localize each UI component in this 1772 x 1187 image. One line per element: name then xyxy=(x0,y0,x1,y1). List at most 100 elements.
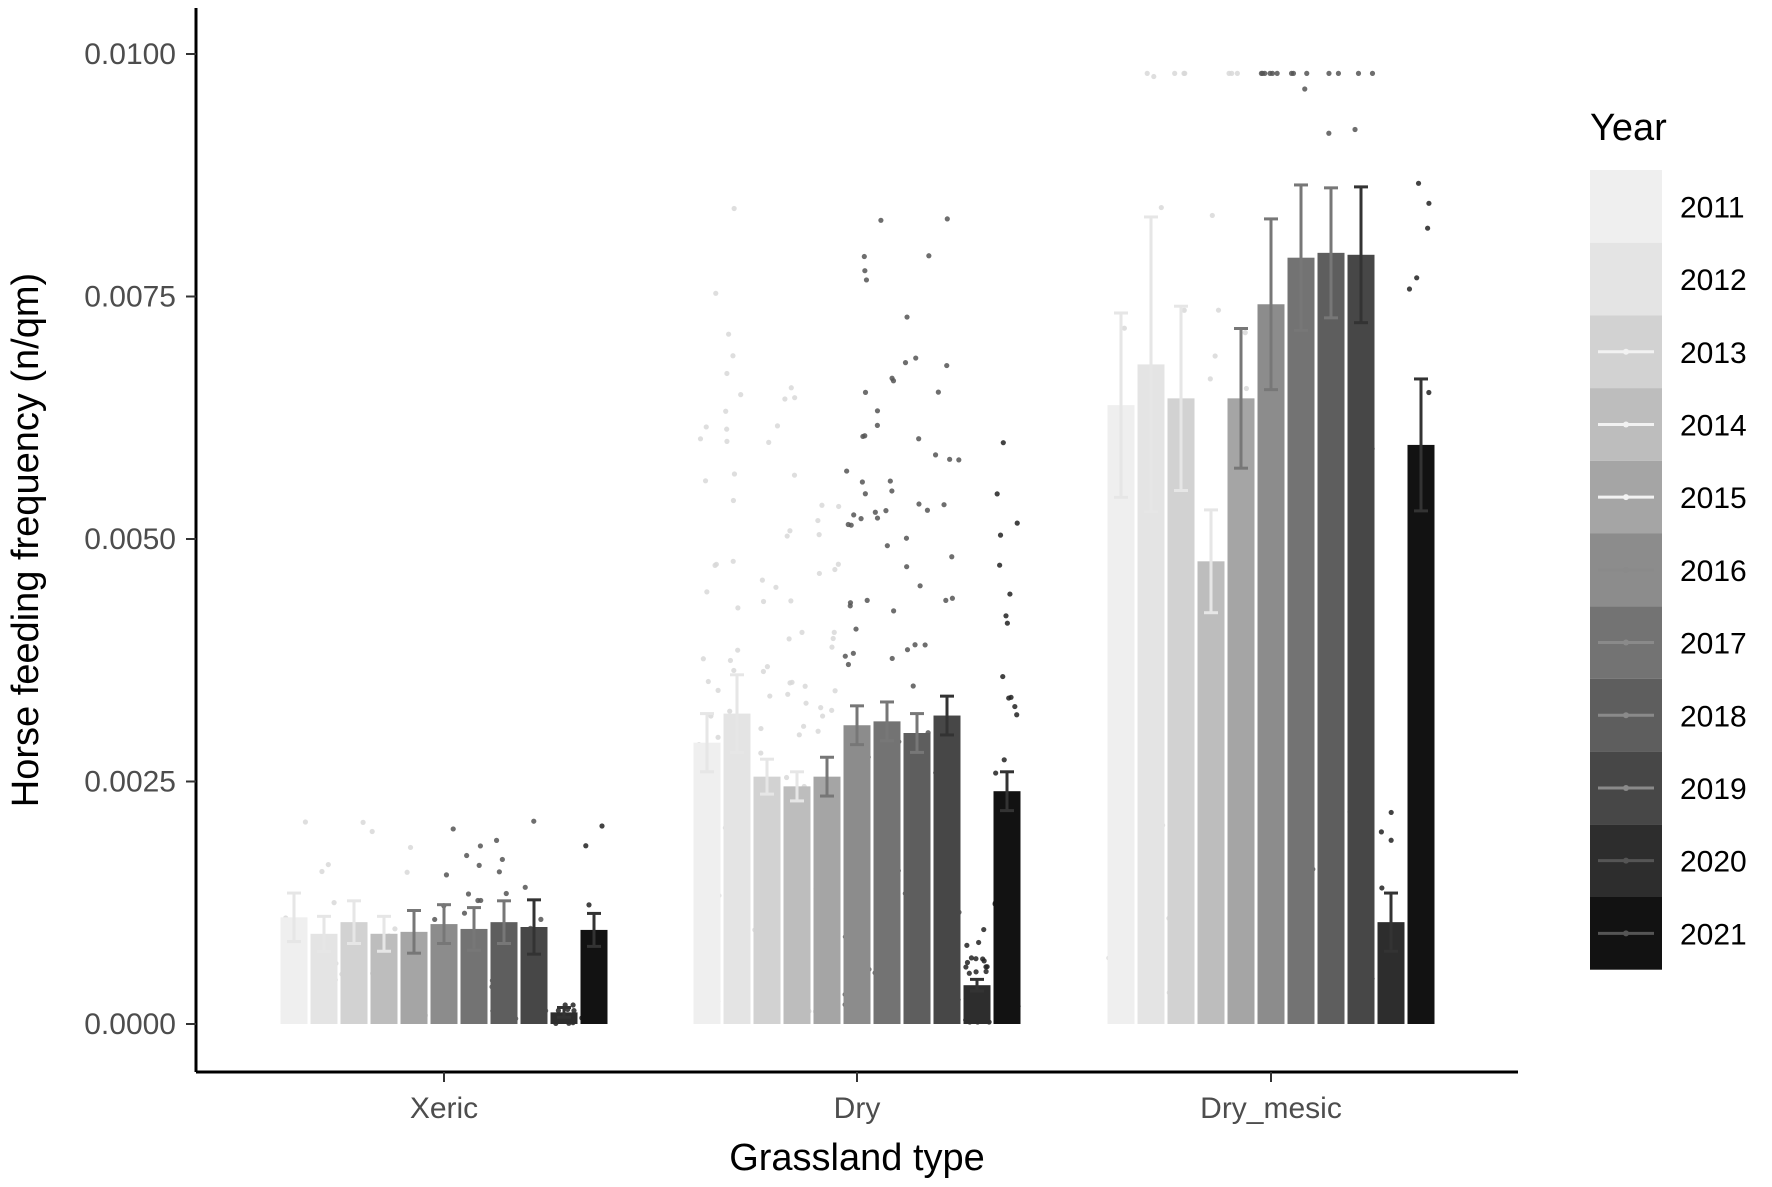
data-point xyxy=(760,598,767,605)
legend-label-2013: 2013 xyxy=(1680,337,1747,370)
data-point xyxy=(964,959,971,966)
bar-dry-2013 xyxy=(753,776,781,1024)
data-point xyxy=(767,693,773,699)
bar-dry-2017 xyxy=(873,721,901,1024)
data-point xyxy=(465,891,472,897)
legend-label-2017: 2017 xyxy=(1680,628,1747,661)
data-point xyxy=(976,939,982,946)
data-point xyxy=(816,570,822,577)
bar-dry-2015 xyxy=(813,776,841,1024)
data-point xyxy=(727,657,734,664)
data-point xyxy=(555,1007,561,1014)
data-point xyxy=(1012,703,1018,710)
bar-dry_mesic-2016 xyxy=(1257,304,1285,1024)
data-point xyxy=(924,507,931,513)
data-point xyxy=(443,872,450,878)
data-point xyxy=(725,331,732,337)
data-point xyxy=(319,868,325,875)
data-point xyxy=(922,642,928,648)
data-point xyxy=(1226,70,1232,76)
data-point xyxy=(764,664,771,670)
data-point xyxy=(712,562,718,568)
legend-point xyxy=(1623,494,1629,501)
data-point xyxy=(884,543,890,549)
data-point xyxy=(819,713,826,719)
data-point xyxy=(916,501,922,507)
data-point xyxy=(935,389,941,395)
data-point xyxy=(832,688,838,694)
legend-title: Year xyxy=(1590,107,1667,149)
data-point xyxy=(904,647,911,653)
legend-label-2018: 2018 xyxy=(1680,700,1747,733)
data-point xyxy=(360,819,366,825)
y-tick-label: 0.0075 xyxy=(84,281,176,314)
data-point xyxy=(1258,70,1264,76)
data-point xyxy=(973,969,979,975)
legend: Year 20112012201320142015201620172018201… xyxy=(1590,107,1747,970)
data-point xyxy=(1182,70,1188,76)
data-point xyxy=(499,856,505,863)
data-point xyxy=(889,655,895,662)
bar-dry-2018 xyxy=(903,733,931,1024)
x-tick-label-xeric: Xeric xyxy=(410,1092,478,1125)
legend-swatch-2011 xyxy=(1590,170,1662,243)
data-point xyxy=(758,750,764,756)
data-point xyxy=(704,589,710,595)
data-point xyxy=(862,491,868,497)
bar-dry-2014 xyxy=(783,786,811,1024)
data-point xyxy=(966,970,972,976)
bar-dry_mesic-2013 xyxy=(1167,398,1195,1025)
data-point xyxy=(1212,353,1218,359)
data-point xyxy=(496,869,502,875)
legend-label-2011: 2011 xyxy=(1680,191,1745,224)
data-point xyxy=(758,725,764,732)
data-point xyxy=(800,723,807,729)
data-point xyxy=(1234,70,1240,76)
data-point xyxy=(983,968,989,975)
data-point xyxy=(913,355,919,361)
data-point xyxy=(1014,712,1020,718)
data-point xyxy=(450,826,456,832)
data-point xyxy=(571,1007,577,1014)
data-point xyxy=(477,843,483,849)
bar-dry-2021 xyxy=(993,791,1021,1024)
data-point xyxy=(944,362,950,369)
bars xyxy=(280,252,1435,1025)
data-point xyxy=(981,926,987,933)
data-point xyxy=(912,642,918,648)
data-point xyxy=(1304,70,1310,76)
data-point xyxy=(853,626,859,632)
data-point xyxy=(1415,180,1422,186)
data-point xyxy=(731,205,737,212)
data-point xyxy=(845,661,852,668)
data-point xyxy=(860,433,866,440)
data-point xyxy=(1406,286,1413,292)
data-point xyxy=(1215,307,1222,313)
data-point xyxy=(715,734,721,740)
data-point xyxy=(302,819,309,825)
data-point xyxy=(1207,376,1213,382)
data-point xyxy=(1007,591,1013,597)
bar-dry-2011 xyxy=(693,742,721,1024)
data-point xyxy=(786,636,792,642)
legend-keys: 2011 2012 2013 2014 2015 2016 2017 2018 2019 2020… xyxy=(1590,170,1747,970)
data-point xyxy=(1006,695,1012,701)
data-point xyxy=(889,488,895,494)
data-point xyxy=(503,890,509,897)
data-point xyxy=(331,900,337,906)
bar-dry_mesic-2019 xyxy=(1347,254,1375,1025)
data-point xyxy=(903,535,910,541)
data-point xyxy=(730,353,736,359)
data-point xyxy=(916,436,922,442)
data-point xyxy=(404,869,410,875)
data-point xyxy=(493,837,500,843)
data-point xyxy=(570,1002,576,1008)
data-point xyxy=(531,818,537,824)
data-point xyxy=(815,728,821,734)
data-point xyxy=(583,843,589,849)
data-point xyxy=(700,656,706,662)
data-point xyxy=(874,515,881,521)
legend-point xyxy=(1623,421,1629,428)
data-point xyxy=(782,396,788,402)
data-point xyxy=(784,533,790,539)
